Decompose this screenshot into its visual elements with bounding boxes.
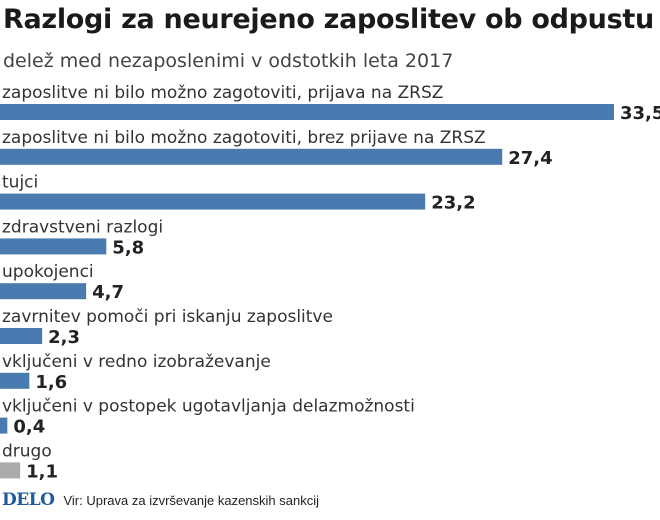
chart-title: Razlogi za neurejeno zaposlitev ob odpus…	[3, 4, 654, 35]
bar	[0, 372, 30, 389]
value-label: 2,3	[48, 327, 80, 348]
category-label: drugo	[2, 441, 52, 461]
value-label: 5,8	[112, 237, 144, 258]
value-label: 1,6	[35, 372, 67, 393]
category-label: vključeni v redno izobraževanje	[2, 352, 271, 372]
bar	[0, 462, 21, 479]
bar	[0, 148, 503, 165]
bar-chart: zaposlitve ni bilo možno zagotoviti, pri…	[0, 83, 660, 482]
bar	[0, 104, 614, 120]
category-label: zaposlitve ni bilo možno zagotoviti, bre…	[2, 128, 486, 148]
bar	[0, 283, 87, 300]
value-label: 1,1	[26, 461, 58, 482]
source-note: Vir: Uprava za izvrševanje kazenskih san…	[63, 492, 319, 508]
bar	[0, 238, 107, 255]
category-label: zaposlitve ni bilo možno zagotoviti, pri…	[2, 83, 443, 103]
value-label: 33,5	[620, 103, 660, 124]
category-label: zdravstveni razlogi	[2, 217, 163, 237]
category-label: upokojenci	[2, 262, 94, 282]
value-label: 23,2	[431, 193, 475, 214]
category-label: zavrnitev pomoči pri iskanju zaposlitve	[2, 307, 333, 327]
chart-subtitle: delež med nezaposlenimi v odstotkih leta…	[3, 50, 454, 72]
delo-logo: DELO	[2, 490, 55, 510]
bar	[0, 328, 43, 344]
bar	[0, 193, 426, 210]
value-label: 4,7	[92, 282, 124, 303]
footer: DELO Vir: Uprava za izvrševanje kazenski…	[0, 486, 660, 514]
value-label: 0,4	[13, 417, 45, 438]
category-label: tujci	[2, 173, 38, 193]
category-label: vključeni v postopek ugotavljanja delazm…	[2, 397, 415, 417]
bar	[0, 417, 8, 434]
value-label: 27,4	[508, 148, 552, 169]
